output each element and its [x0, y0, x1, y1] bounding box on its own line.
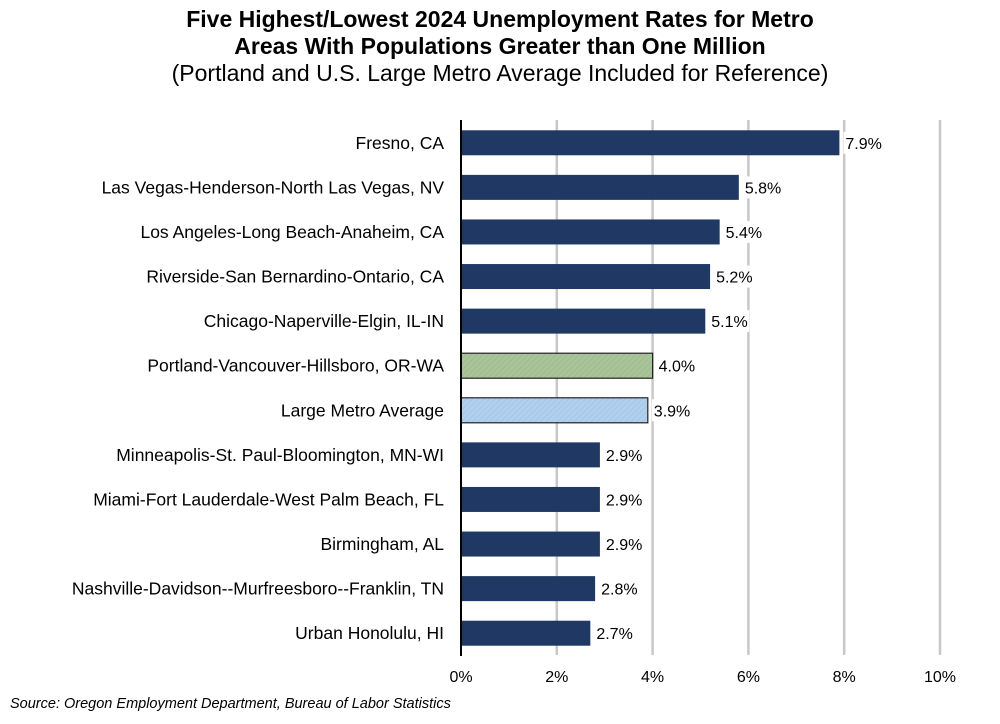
data-label: 5.8%	[745, 180, 781, 197]
data-label-background	[599, 577, 640, 600]
data-label-background	[603, 533, 644, 556]
data-label-background	[742, 176, 783, 199]
bar	[461, 264, 711, 290]
bar	[461, 174, 739, 200]
category-label: Miami-Fort Lauderdale-West Palm Beach, F…	[93, 489, 444, 509]
source-note: Source: Oregon Employment Department, Bu…	[10, 696, 451, 712]
category-label: Riverside-San Bernardino-Ontario, CA	[146, 267, 444, 287]
data-label-background	[843, 131, 884, 154]
bar	[461, 486, 600, 512]
x-tick-label: 6%	[737, 669, 760, 686]
bar	[461, 219, 720, 245]
category-label: Chicago-Naperville-Elgin, IL-IN	[204, 311, 444, 331]
data-label: 4.0%	[659, 359, 695, 376]
data-label: 7.9%	[845, 136, 881, 153]
category-label: Portland-Vancouver-Hillsboro, OR-WA	[147, 356, 444, 376]
data-label: 2.8%	[601, 582, 637, 599]
x-tick-label: 0%	[449, 669, 472, 686]
x-tick-label: 2%	[545, 669, 568, 686]
category-label: Large Metro Average	[281, 400, 444, 420]
bar	[461, 442, 600, 468]
bar	[461, 531, 600, 557]
category-label: Nashville-Davidson--Murfreesboro--Frankl…	[72, 579, 444, 599]
data-label-background	[603, 488, 644, 511]
data-label-background	[603, 443, 644, 466]
title-line-2: Areas With Populations Greater than One …	[234, 33, 766, 59]
data-label-background	[594, 622, 635, 645]
bar	[461, 130, 840, 156]
data-label: 2.9%	[606, 448, 642, 465]
category-label: Minneapolis-St. Paul-Bloomington, MN-WI	[116, 445, 444, 465]
x-tick-label: 4%	[641, 669, 664, 686]
bar	[461, 620, 591, 646]
data-label-background	[651, 399, 692, 422]
title-line-1: Five Highest/Lowest 2024 Unemployment Ra…	[186, 6, 814, 32]
category-label: Birmingham, AL	[320, 534, 444, 554]
bar	[460, 397, 649, 424]
data-label: 3.9%	[654, 403, 690, 420]
category-label: Las Vegas-Henderson-North Las Vegas, NV	[102, 177, 445, 197]
data-label: 5.2%	[716, 270, 752, 287]
chart-subtitle: (Portland and U.S. Large Metro Average I…	[171, 60, 829, 86]
data-label-background	[723, 220, 764, 243]
category-label: Fresno, CA	[356, 133, 445, 153]
bar	[461, 308, 706, 334]
data-label: 5.1%	[711, 314, 747, 331]
data-label-background	[714, 265, 755, 288]
chart-title: Five Highest/Lowest 2024 Unemployment Ra…	[0, 6, 1000, 87]
category-label: Urban Honolulu, HI	[295, 623, 444, 643]
data-label: 5.4%	[726, 225, 762, 242]
data-label-background	[656, 354, 697, 377]
data-label: 2.7%	[596, 626, 632, 643]
data-label-background	[709, 310, 750, 333]
x-tick-label: 10%	[924, 669, 956, 686]
data-label: 2.9%	[606, 537, 642, 554]
category-label: Los Angeles-Long Beach-Anaheim, CA	[140, 222, 444, 242]
bar	[461, 576, 596, 602]
data-label: 2.9%	[606, 492, 642, 509]
x-tick-label: 8%	[833, 669, 856, 686]
bar	[460, 352, 654, 379]
